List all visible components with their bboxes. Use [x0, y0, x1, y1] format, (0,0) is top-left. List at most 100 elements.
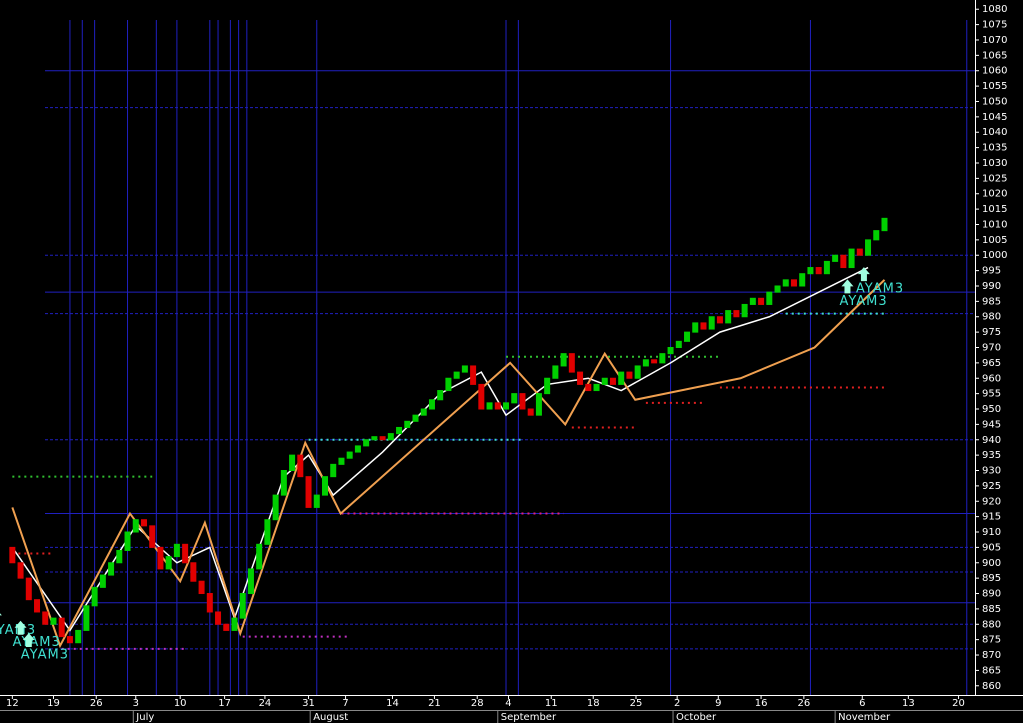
candle [716, 316, 723, 324]
candle [749, 297, 756, 305]
candle [881, 217, 888, 232]
candle [815, 267, 822, 275]
y-tick-label: 980 [982, 312, 1001, 323]
candle [91, 586, 98, 607]
candle [601, 377, 608, 385]
candle [99, 574, 106, 588]
y-tick-label: 945 [982, 419, 1001, 430]
candle [215, 611, 222, 625]
x-tick-label: 19 [47, 698, 60, 709]
candle [264, 519, 271, 545]
candle [305, 476, 312, 508]
candle [503, 402, 510, 410]
candle [461, 365, 468, 373]
candle [239, 593, 246, 619]
x-tick-label: 11 [545, 698, 558, 709]
y-tick-label: 865 [982, 665, 1001, 676]
x-tick-label: 13 [902, 698, 915, 709]
candle [725, 310, 732, 324]
candle [544, 377, 551, 395]
x-tick-label: 24 [259, 698, 272, 709]
y-tick-label: 875 [982, 635, 1001, 646]
y-tick-label: 1010 [982, 219, 1007, 230]
x-tick-label: 16 [755, 698, 768, 709]
candle [445, 377, 452, 392]
x-tick-label: 17 [218, 698, 231, 709]
y-tick-label: 985 [982, 296, 1001, 307]
y-tick-label: 1050 [982, 96, 1007, 107]
candle [782, 279, 789, 287]
y-tick-label: 1080 [982, 4, 1007, 15]
x-tick-label: 6 [859, 698, 865, 709]
candle [34, 599, 41, 613]
month-label: August [313, 712, 348, 723]
y-tick-label: 965 [982, 358, 1001, 369]
candle [470, 365, 477, 385]
candle [396, 426, 403, 435]
candle [865, 239, 872, 256]
x-tick-label: 10 [174, 698, 187, 709]
y-tick-label: 1000 [982, 250, 1007, 261]
x-tick-label: 18 [587, 698, 600, 709]
candle [165, 556, 172, 570]
month-label: October [676, 712, 717, 723]
candle [651, 359, 658, 364]
candle [552, 365, 559, 379]
candle [832, 254, 839, 262]
y-tick-label: 955 [982, 389, 1001, 400]
y-tick-label: 1065 [982, 50, 1007, 61]
candle [173, 543, 180, 558]
y-tick-label: 920 [982, 496, 1001, 507]
candle [741, 303, 748, 318]
candle [223, 623, 230, 631]
annotation-arrow [0, 613, 2, 616]
candle [140, 519, 147, 527]
annotation: AYAM3 [21, 648, 69, 663]
y-tick-label: 885 [982, 604, 1001, 615]
candle [618, 371, 625, 385]
x-tick-label: 25 [630, 698, 643, 709]
candle [675, 340, 682, 348]
annotation: AYAM3 [0, 623, 36, 638]
x-tick-label: 20 [952, 698, 965, 709]
candle [642, 359, 649, 367]
y-tick-label: 890 [982, 589, 1001, 600]
candle [149, 525, 156, 548]
candle [733, 310, 740, 318]
candle [363, 439, 370, 447]
candle [799, 273, 806, 287]
candle [50, 617, 57, 625]
month-label: July [135, 712, 154, 723]
candle [132, 519, 139, 533]
candle [280, 470, 287, 496]
annotation-arrow [857, 267, 870, 282]
candle [758, 297, 765, 305]
candle [823, 260, 830, 275]
x-tick-label: 4 [505, 698, 511, 709]
month-label: November [838, 712, 891, 723]
y-tick-label: 900 [982, 558, 1001, 569]
y-tick-label: 990 [982, 281, 1001, 292]
y-tick-label: 1030 [982, 158, 1007, 169]
candle [108, 562, 115, 576]
y-tick-label: 1045 [982, 112, 1007, 123]
candle [568, 353, 575, 373]
y-tick-label: 1075 [982, 20, 1007, 31]
candle [577, 371, 584, 385]
candle [790, 279, 797, 287]
candle [346, 451, 353, 459]
candle [190, 562, 197, 582]
candle [708, 316, 715, 330]
candle [840, 254, 847, 269]
candle [560, 353, 567, 367]
candle [9, 546, 16, 564]
y-tick-label: 1020 [982, 189, 1007, 200]
candle [609, 377, 616, 385]
candle [774, 285, 781, 293]
candle [766, 291, 773, 305]
candle [297, 454, 304, 478]
x-tick-label: 21 [428, 698, 441, 709]
